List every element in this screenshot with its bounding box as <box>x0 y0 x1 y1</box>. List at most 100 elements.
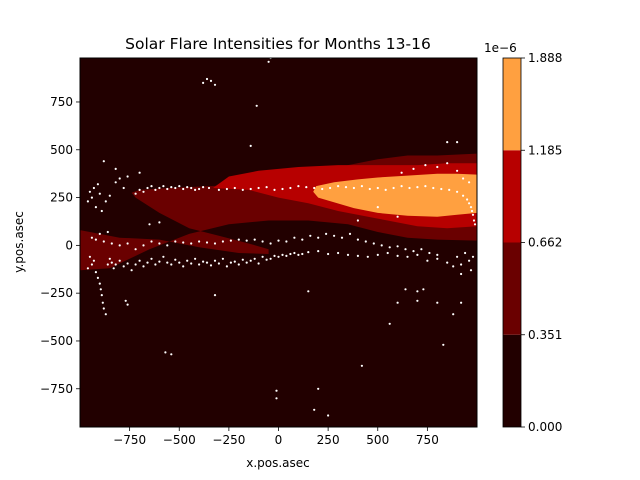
scatter-point <box>388 246 391 249</box>
scatter-point <box>380 244 383 247</box>
scatter-point <box>422 288 425 291</box>
scatter-point <box>400 185 403 188</box>
scatter-point <box>440 187 443 191</box>
contour-region-3 <box>313 173 477 217</box>
scatter-point <box>102 307 105 310</box>
scatter-point <box>360 364 363 367</box>
scatter-point <box>337 251 340 255</box>
scatter-point <box>452 265 455 268</box>
scatter-point <box>269 242 272 245</box>
scatter-point <box>372 242 375 245</box>
scatter-point <box>265 186 268 189</box>
scatter-point <box>360 185 363 188</box>
x-tick-label: 500 <box>366 433 389 447</box>
scatter-point <box>297 185 300 188</box>
scatter-point <box>468 202 471 205</box>
scatter-point <box>142 244 145 247</box>
scatter-point <box>317 387 320 390</box>
y-tick-label: 750 <box>50 95 73 109</box>
scatter-point <box>468 259 471 262</box>
scatter-point <box>190 186 193 190</box>
scatter-point <box>86 267 89 270</box>
scatter-point <box>456 255 459 258</box>
scatter-point <box>307 251 310 254</box>
scatter-point <box>99 288 102 291</box>
scatter-point <box>436 253 439 256</box>
scatter-point <box>317 250 320 253</box>
scatter-point <box>134 192 137 195</box>
scatter-point <box>321 187 324 191</box>
scatter-point <box>102 160 105 163</box>
scatter-point <box>436 301 439 304</box>
scatter-point <box>90 263 93 266</box>
scatter-point <box>122 265 125 268</box>
scatter-point <box>174 258 177 261</box>
scatter-point <box>221 257 224 260</box>
scatter-point <box>253 238 256 241</box>
colorbar-band-3 <box>503 150 521 243</box>
scatter-point <box>229 239 232 242</box>
y-tick-label: −250 <box>40 286 73 300</box>
y-tick-label: 0 <box>65 238 73 252</box>
scatter-point <box>237 238 240 241</box>
scatter-point <box>327 252 330 256</box>
scatter-point <box>400 171 403 174</box>
scatter-point <box>404 288 407 291</box>
scatter-point <box>182 241 185 244</box>
scatter-point <box>138 259 141 262</box>
scatter-point <box>344 186 348 189</box>
scatter-point <box>446 162 449 165</box>
scatter-point <box>150 240 153 243</box>
scatter-point <box>100 209 103 213</box>
scatter-point <box>412 250 415 253</box>
scatter-point <box>404 248 407 251</box>
scatter-point <box>205 241 209 244</box>
scatter-point <box>297 253 300 256</box>
scatter-point <box>150 185 153 188</box>
scatter-point <box>471 213 475 216</box>
colorbar-tick-label: 0.000 <box>528 420 562 434</box>
scatter-point <box>396 245 399 248</box>
y-tick-label: 250 <box>50 191 73 205</box>
scatter-point <box>186 259 189 262</box>
plot-area <box>80 58 477 427</box>
scatter-point <box>333 234 336 237</box>
scatter-point <box>114 181 117 184</box>
scatter-point <box>90 236 93 239</box>
scatter-point <box>98 192 101 195</box>
scatter-point <box>472 219 476 222</box>
scatter-point <box>392 186 395 190</box>
scatter-point <box>277 239 280 242</box>
scatter-point <box>356 219 359 222</box>
scatter-point <box>205 77 209 81</box>
scatter-point <box>194 188 197 191</box>
x-tick-label: −750 <box>113 433 146 447</box>
scatter-point <box>376 253 379 256</box>
scatter-point <box>281 253 284 256</box>
scatter-point <box>166 187 169 191</box>
scatter-point <box>241 258 244 261</box>
colorbar: 0.000 0.351 0.662 1.185 1.888 <box>502 51 562 434</box>
scatter-point <box>213 294 217 297</box>
scatter-point <box>406 255 409 258</box>
scatter-point <box>277 255 280 258</box>
scatter-point <box>164 351 167 354</box>
scatter-point <box>158 260 161 263</box>
scatter-point <box>86 200 89 203</box>
scatter-point <box>106 230 109 234</box>
scatter-point <box>460 263 463 266</box>
scatter-point <box>182 187 185 191</box>
scatter-point <box>307 290 310 293</box>
scatter-point <box>273 254 276 257</box>
y-axis-label: y.pos.asec <box>12 211 26 273</box>
scatter-point <box>182 265 185 268</box>
scatter-point <box>456 169 459 172</box>
scatter-point <box>376 186 379 190</box>
colorbar-multiplier: 1e−6 <box>484 41 517 55</box>
scatter-point <box>166 244 169 247</box>
scatter-point <box>146 261 149 264</box>
scatter-point <box>118 259 121 262</box>
scatter-point <box>257 262 260 265</box>
scatter-point <box>217 188 220 191</box>
scatter-point <box>198 187 201 191</box>
